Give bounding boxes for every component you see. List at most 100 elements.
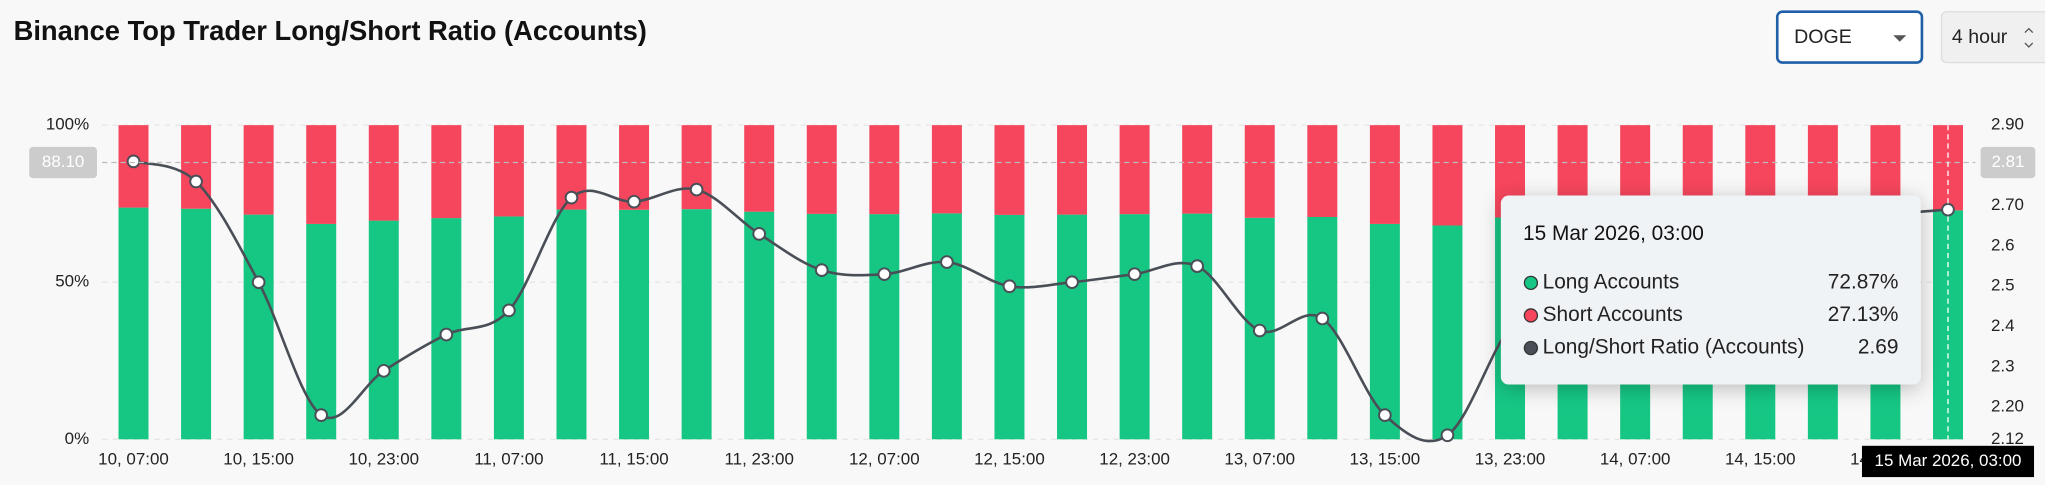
y2-tick-label: 2.6 [1991, 235, 2015, 254]
y2-tick-label: 2.12 [1991, 429, 2024, 448]
bar-short [368, 125, 399, 221]
bar-long [243, 214, 274, 440]
x-tick-label: 11, 07:00 [474, 450, 543, 469]
y2-tick-label: 2.4 [1991, 316, 2015, 335]
bar-short [1307, 125, 1338, 217]
ratio-point [126, 154, 141, 169]
bar-short [243, 125, 274, 215]
y-tick-label: 100% [46, 115, 89, 134]
y-tick-label: 0% [65, 429, 89, 448]
bar-short [869, 125, 900, 215]
bar-long [619, 209, 650, 440]
bar-long [1119, 214, 1150, 440]
interval-select[interactable] [1940, 11, 2045, 64]
x-tick-label: 12, 23:00 [1099, 450, 1170, 469]
ratio-point [877, 267, 892, 282]
tooltip-name: Short Accounts [1543, 303, 1683, 326]
tooltip-dot [1523, 275, 1539, 291]
x-tick-label: 11, 23:00 [724, 450, 793, 469]
y2-tick-label: 2.70 [1991, 195, 2024, 214]
bar-long [181, 208, 212, 440]
dropdown-arrow [1893, 35, 1907, 42]
ratio-point [314, 408, 329, 422]
bar-short [1182, 125, 1213, 214]
ratio-point [439, 327, 454, 342]
ratio-point [627, 194, 641, 209]
ratio-point [814, 263, 829, 277]
x-tick-label: 10, 23:00 [348, 450, 419, 469]
x-tick-label: 13, 23:00 [1475, 450, 1546, 469]
ratio-point [1065, 275, 1079, 290]
ratio-point [752, 227, 767, 241]
x-tick-label: 14, 07:00 [1600, 450, 1671, 469]
bar-long [681, 209, 712, 440]
tooltip-value: 2.69 [1858, 336, 1899, 359]
crosshair-x-box [1861, 445, 2035, 478]
bar-long [1057, 214, 1088, 440]
crosshair-y2-label: 2.81 [1991, 152, 2024, 171]
bar-long [869, 214, 900, 440]
bar-short [931, 125, 962, 214]
ratio-point [1378, 408, 1392, 422]
ratio-point [1315, 311, 1330, 326]
bar-long [931, 213, 962, 440]
x-tick-label: 13, 07:00 [1224, 450, 1295, 469]
ratio-point [1440, 428, 1455, 443]
ratio-point [189, 174, 203, 189]
bar-short [493, 125, 524, 217]
tooltip: 15 Mar 2026, 03:00 Long Accounts 72.87% Sho… [1500, 195, 1921, 385]
bar-short [806, 125, 837, 214]
interval-value: 4 hour [1952, 26, 2008, 48]
symbol-value: DOGE [1794, 26, 1852, 48]
bar-long [368, 220, 399, 440]
crosshair-x-label: 15 Mar 2026, 03:00 [1875, 451, 2022, 470]
tooltip-name: Long/Short Ratio (Accounts) [1543, 336, 1805, 359]
bar-long [118, 207, 149, 440]
x-tick-label: 11, 15:00 [599, 450, 668, 469]
bar-short [744, 125, 775, 212]
y-tick-label: 50% [55, 272, 89, 291]
tooltip-value: 27.13% [1828, 303, 1899, 326]
bar-long [1182, 213, 1213, 440]
tooltip-dot [1523, 340, 1539, 356]
ratio-point [502, 303, 516, 318]
tooltip-value: 72.87% [1828, 270, 1899, 293]
bar-long [994, 214, 1025, 440]
x-tick-label: 14, 15:00 [1725, 450, 1796, 469]
bar-long [493, 216, 524, 440]
bar-long [306, 223, 337, 440]
bar-short [681, 125, 712, 210]
crosshair-y2-box [1980, 146, 2036, 179]
crosshair-y-box [29, 146, 97, 179]
ratio-point [1002, 279, 1017, 294]
bar-long [556, 209, 587, 440]
ratio-point [251, 275, 266, 290]
ratio-point [376, 363, 391, 378]
tooltip-box [1500, 195, 1921, 385]
symbol-select[interactable] [1775, 10, 1924, 64]
crosshair-y-label: 88.10 [42, 152, 84, 171]
x-tick-label: 12, 07:00 [849, 450, 920, 469]
tooltip-dot [1523, 308, 1539, 323]
bar-short [431, 125, 462, 219]
spinner [2024, 27, 2034, 48]
bar-short [306, 125, 337, 224]
tooltip-name: Long Accounts [1543, 270, 1680, 293]
y2-tick-label: 2.20 [1991, 397, 2024, 416]
ratio-point [1127, 267, 1142, 282]
bar-short [181, 125, 212, 209]
x-tick-label: 10, 15:00 [223, 450, 294, 469]
tooltip-title: 15 Mar 2026, 03:00 [1523, 222, 1704, 245]
ratio-point [1252, 323, 1267, 338]
bar-long [744, 211, 775, 440]
x-tick-label: 13, 15:00 [1350, 450, 1421, 469]
ratio-point [689, 182, 704, 197]
ratio-point [564, 190, 579, 205]
bar-long [1369, 223, 1400, 440]
bar-short [1057, 125, 1088, 215]
title: Binance Top Trader Long/Short Ratio (Acc… [14, 15, 647, 46]
x-tick-label: 10, 07:00 [98, 450, 169, 469]
ratio-point [940, 255, 954, 269]
y2-tick-label: 2.90 [1991, 115, 2024, 134]
